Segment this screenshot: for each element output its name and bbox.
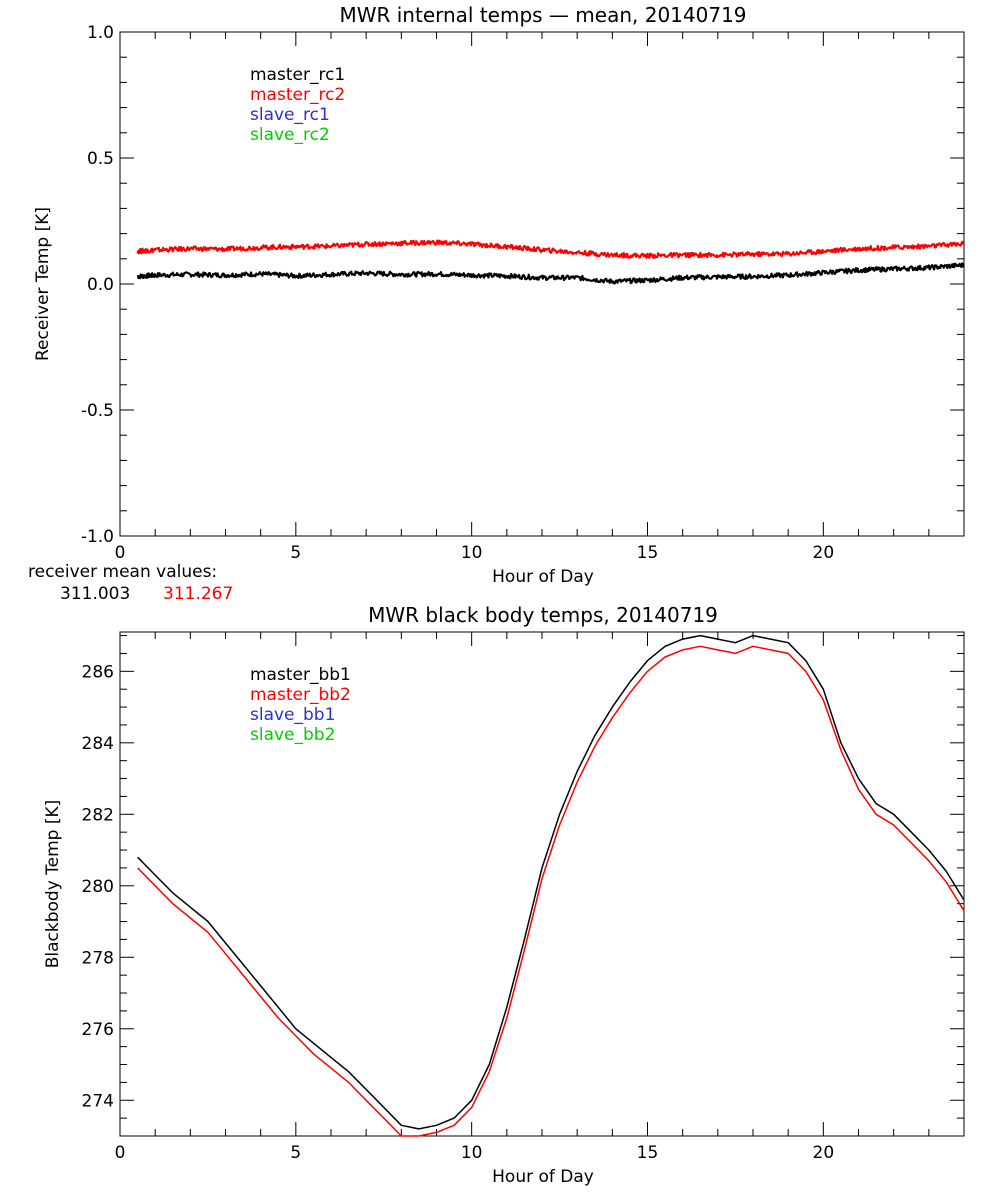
x-tick-label: 5 [290,1143,301,1163]
legend-entry: slave_rc1 [250,105,330,125]
series-line-master_bb1 [137,634,965,1130]
axis-ticks [119,31,965,537]
x-axis-label: Hour of Day [492,1167,594,1187]
y-tick-label: 0.0 [87,275,114,295]
chart-title: MWR black body temps, 20140719 [368,603,718,627]
series-lines [136,239,965,285]
y-tick-label: 276 [82,1020,114,1040]
x-tick-label: 10 [461,1143,483,1163]
x-tick-label: 0 [115,1143,126,1163]
plot-frame [119,631,965,1137]
y-tick-label: 278 [82,948,114,968]
axis-ticks [119,632,965,1137]
x-tick-labels: 0 5 10 15 20 [115,1143,835,1163]
legend-entry: slave_bb1 [250,705,335,725]
y-tick-label: 274 [82,1091,114,1111]
y-tick-label: 284 [82,734,114,754]
y-axis-label: Blackbody Temp [K] [43,800,63,969]
y-tick-label: 280 [82,877,114,897]
y-tick-label: -0.5 [81,401,114,421]
y-tick-label: 286 [82,662,114,682]
y-tick-label: -1.0 [81,527,114,547]
y-axis-label: Receiver Temp [K] [33,207,53,361]
x-tick-label: 0 [115,543,126,563]
y-tick-labels: 1.0 0.5 0.0 -0.5 -1.0 [81,23,114,547]
chart-title: MWR internal temps — mean, 20140719 [339,3,746,27]
x-tick-label: 5 [290,543,301,563]
legend-entry: master_bb1 [250,665,351,685]
series-line-master_rc2 [136,239,965,259]
y-tick-label: 282 [82,805,114,825]
legend-entry: slave_bb2 [250,725,335,745]
series-lines [137,634,965,1137]
blackbody-temp-chart: MWR black body temps, 20140719 0 5 10 15 20 … [43,603,965,1187]
receiver-mean-label: receiver mean values: [28,562,217,582]
receiver-mean-value-1: 311.003 [60,584,130,604]
series-line-master_rc1 [136,262,965,285]
legend-entry: slave_rc2 [250,125,330,145]
x-tick-label: 15 [637,543,659,563]
y-tick-label: 1.0 [87,23,114,43]
legend-entry: master_rc2 [250,85,345,105]
receiver-temp-chart: MWR internal temps — mean, 20140719 0 5 10… [33,3,965,587]
x-axis-label: Hour of Day [492,567,594,587]
x-tick-label: 20 [813,543,835,563]
y-tick-labels: 286 284 282 280 278 276 274 [82,662,114,1111]
legend-entry: master_rc1 [250,65,345,85]
x-tick-label: 20 [813,1143,835,1163]
plot-frame [119,31,965,537]
y-tick-label: 0.5 [87,149,114,169]
x-tick-label: 10 [461,543,483,563]
receiver-mean-value-2: 311.267 [163,584,233,604]
x-tick-labels: 0 5 10 15 20 [115,543,835,563]
legend-entry: master_bb2 [250,685,351,705]
x-tick-label: 15 [637,1143,659,1163]
series-line-master_bb2 [137,645,965,1137]
